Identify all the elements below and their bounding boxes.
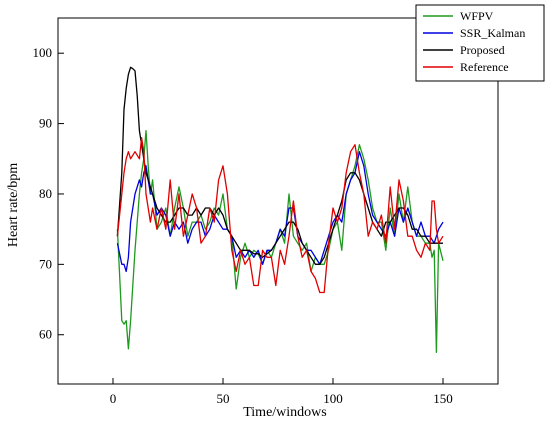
y-tick-label: 80 xyxy=(39,186,52,201)
x-tick-label: 0 xyxy=(110,391,117,406)
legend-label-proposed: Proposed xyxy=(460,43,505,57)
series-line-reference xyxy=(116,137,444,294)
y-tick-label: 60 xyxy=(39,327,52,342)
x-tick-label: 50 xyxy=(217,391,230,406)
legend: WFPV SSR_Kalman Proposed Reference xyxy=(415,4,545,82)
legend-label-ssr-kalman: SSR_Kalman xyxy=(460,26,525,40)
legend-label-wfpv: WFPV xyxy=(460,9,494,23)
series-lines xyxy=(116,66,444,353)
series-line-proposed xyxy=(116,66,443,265)
y-tick-label: 100 xyxy=(33,45,53,60)
legend-label-reference: Reference xyxy=(460,60,509,74)
y-axis-title: Heart rate/bpm xyxy=(6,163,21,247)
y-axis-ticks: 60 70 80 90 100 xyxy=(33,45,64,342)
y-tick-label: 90 xyxy=(39,116,52,131)
series-line-wfpv xyxy=(116,129,444,353)
legend-box xyxy=(415,4,545,82)
x-axis-title: Time/windows xyxy=(243,405,327,420)
x-tick-label: 100 xyxy=(323,391,343,406)
y-tick-label: 70 xyxy=(39,256,52,271)
plot-frame xyxy=(57,17,499,385)
x-tick-label: 150 xyxy=(433,391,453,406)
x-axis-ticks: 0 50 100 150 xyxy=(110,378,453,406)
